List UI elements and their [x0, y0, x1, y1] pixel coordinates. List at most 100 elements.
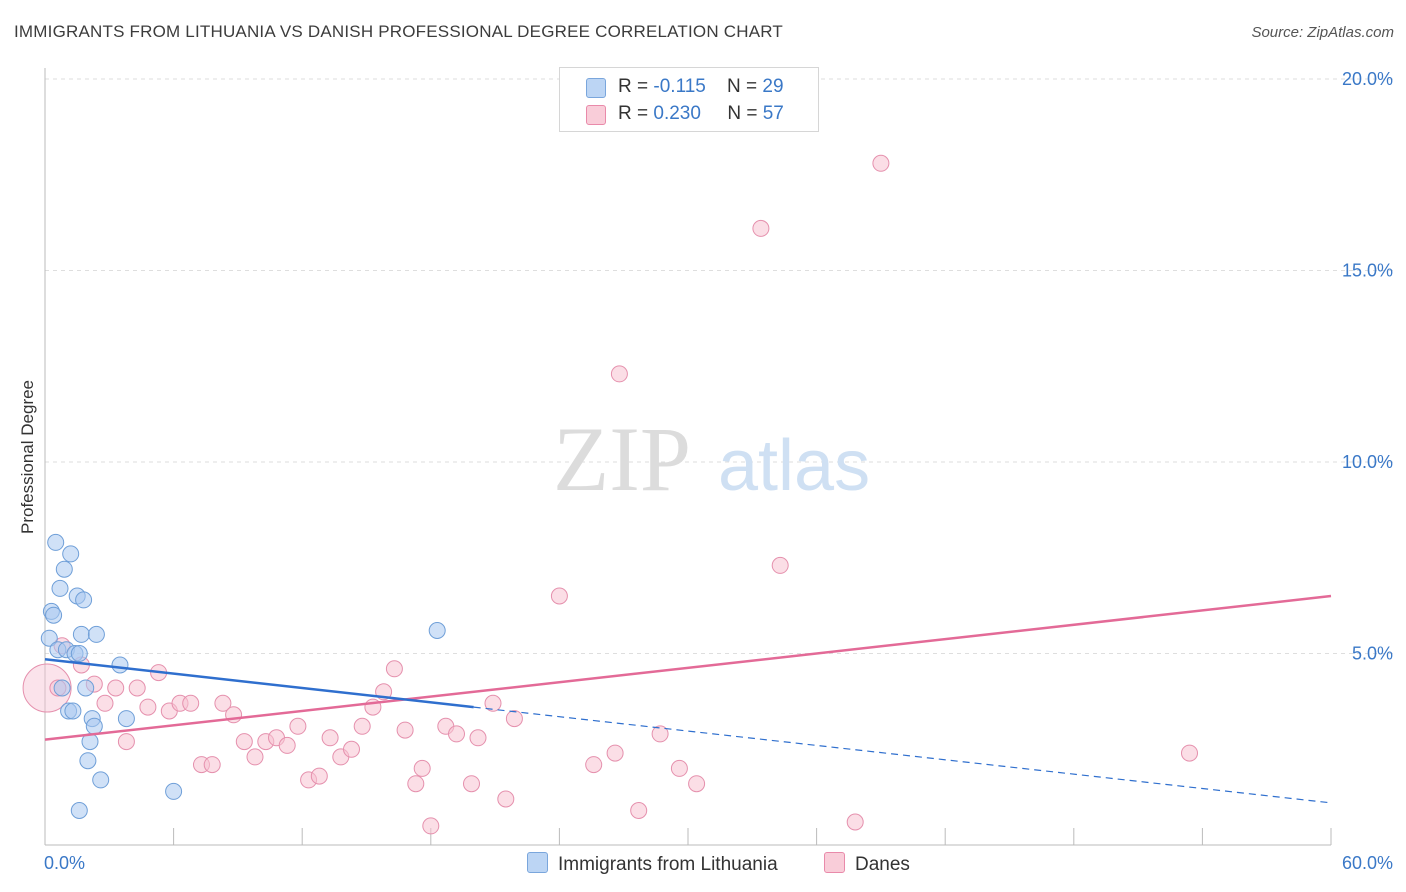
danes-point	[670, 759, 688, 777]
danes-point	[22, 663, 72, 713]
lithuania-point	[55, 560, 73, 578]
bottom-legend-swatch-danes	[824, 852, 845, 873]
source-credit: Source: ZipAtlas.com	[1251, 24, 1394, 41]
y-tick-label: 15.0%	[1342, 261, 1393, 281]
lithuania-point	[70, 645, 88, 662]
danes-point	[246, 748, 264, 766]
danes-point	[448, 725, 465, 743]
danes-point	[484, 694, 502, 712]
x-tick-label: 60.0%	[1342, 853, 1393, 873]
legend-r-value: 0.230	[653, 103, 701, 124]
lithuania-point	[45, 606, 63, 624]
danes-point	[469, 729, 487, 747]
chart-title: IMMIGRANTS FROM LITHUANIA VS DANISH PROF…	[14, 22, 783, 41]
data-points	[22, 154, 1198, 835]
legend-swatch-danes	[586, 105, 606, 125]
danes-point	[385, 660, 403, 678]
danes-point	[413, 759, 431, 777]
danes-point	[752, 219, 770, 237]
lithuania-point	[40, 629, 58, 647]
bottom-legend-swatch-lithuania	[527, 852, 548, 873]
tick-labels: 5.0% 10.0% 15.0% 20.0% 0.0% 60.0%	[44, 69, 1393, 873]
lithuania-point	[70, 802, 88, 819]
bottom-legend-lithuania: Immigrants from Lithuania	[527, 852, 778, 876]
lithuania-point	[75, 591, 93, 609]
danes-point	[203, 756, 221, 774]
lithuania-point	[64, 702, 82, 720]
legend-r-value: -0.115	[653, 76, 706, 97]
lithuania-point	[85, 717, 103, 735]
axes	[44, 68, 1332, 846]
legend-n-label: N =	[727, 103, 758, 124]
lithuania-point	[165, 782, 183, 800]
y-tick-label: 5.0%	[1352, 644, 1393, 664]
danes-point	[117, 733, 135, 751]
danes-point	[96, 694, 114, 712]
lithuania-point	[92, 771, 110, 789]
legend-n-label: N =	[726, 76, 758, 97]
danes-trend-line	[44, 594, 1332, 741]
lithuania-point	[47, 533, 65, 551]
danes-point	[214, 694, 232, 712]
correlation-legend: R = -0.115 N = 29 R = 0.230 N = 57	[559, 67, 819, 132]
lithuania-point	[53, 679, 71, 697]
danes-point	[107, 679, 125, 697]
y-tick-label: 10.0%	[1342, 452, 1393, 472]
legend-r-label: R =	[618, 103, 649, 124]
danes-point	[235, 733, 253, 751]
danes-point	[128, 679, 146, 697]
legend-r-label: R =	[618, 76, 649, 97]
lithuania-point	[51, 579, 69, 597]
lithuania-point	[428, 622, 446, 639]
danes-point	[630, 802, 648, 819]
danes-point	[846, 813, 864, 831]
danes-point	[606, 744, 624, 762]
lithuania-point	[72, 625, 90, 643]
danes-point	[651, 725, 669, 743]
y-tick-label: 20.0%	[1342, 69, 1393, 89]
danes-point	[688, 775, 706, 793]
watermark-atlas: atlas	[718, 426, 870, 506]
danes-point	[353, 717, 371, 735]
danes-point	[278, 736, 296, 754]
y-axis-label: Professional Degree	[18, 380, 37, 534]
lithuania-point	[62, 545, 80, 563]
danes-point	[310, 767, 328, 785]
danes-point	[550, 587, 568, 605]
danes-point	[139, 698, 157, 716]
danes-point	[182, 694, 200, 712]
legend-swatch-lithuania	[586, 78, 606, 98]
grid-lines	[45, 78, 1393, 654]
danes-point	[422, 817, 440, 835]
lithuania-point	[77, 679, 95, 697]
lithuania-trend-line	[44, 658, 474, 709]
lithuania-point	[117, 710, 135, 728]
lithuania-point	[87, 625, 105, 643]
legend-n-value: 57	[762, 103, 784, 124]
x-tick-label: 0.0%	[44, 853, 85, 873]
legend-n-value: 29	[762, 76, 784, 97]
danes-point	[497, 790, 515, 808]
danes-point	[396, 721, 414, 739]
danes-point	[505, 710, 523, 728]
danes-point	[1181, 744, 1198, 762]
lithuania-point	[111, 656, 129, 674]
bottom-legend-label-danes: Danes	[855, 854, 910, 875]
danes-point	[610, 365, 628, 383]
danes-point	[343, 740, 360, 758]
danes-point	[289, 717, 307, 735]
danes-point	[585, 756, 603, 774]
watermark-zip: ZIP	[553, 408, 691, 510]
danes-point	[771, 556, 789, 574]
danes-point	[407, 775, 425, 793]
lithuania-point	[79, 752, 97, 770]
bottom-legend-label-lithuania: Immigrants from Lithuania	[558, 854, 778, 875]
danes-point	[463, 775, 480, 793]
bottom-legend-danes: Danes	[824, 852, 910, 876]
watermark: ZIP atlas	[553, 408, 870, 510]
trend-lines	[44, 594, 1332, 804]
danes-point	[321, 729, 339, 747]
danes-point	[872, 154, 890, 172]
lithuania-trend-extension	[473, 706, 1332, 804]
